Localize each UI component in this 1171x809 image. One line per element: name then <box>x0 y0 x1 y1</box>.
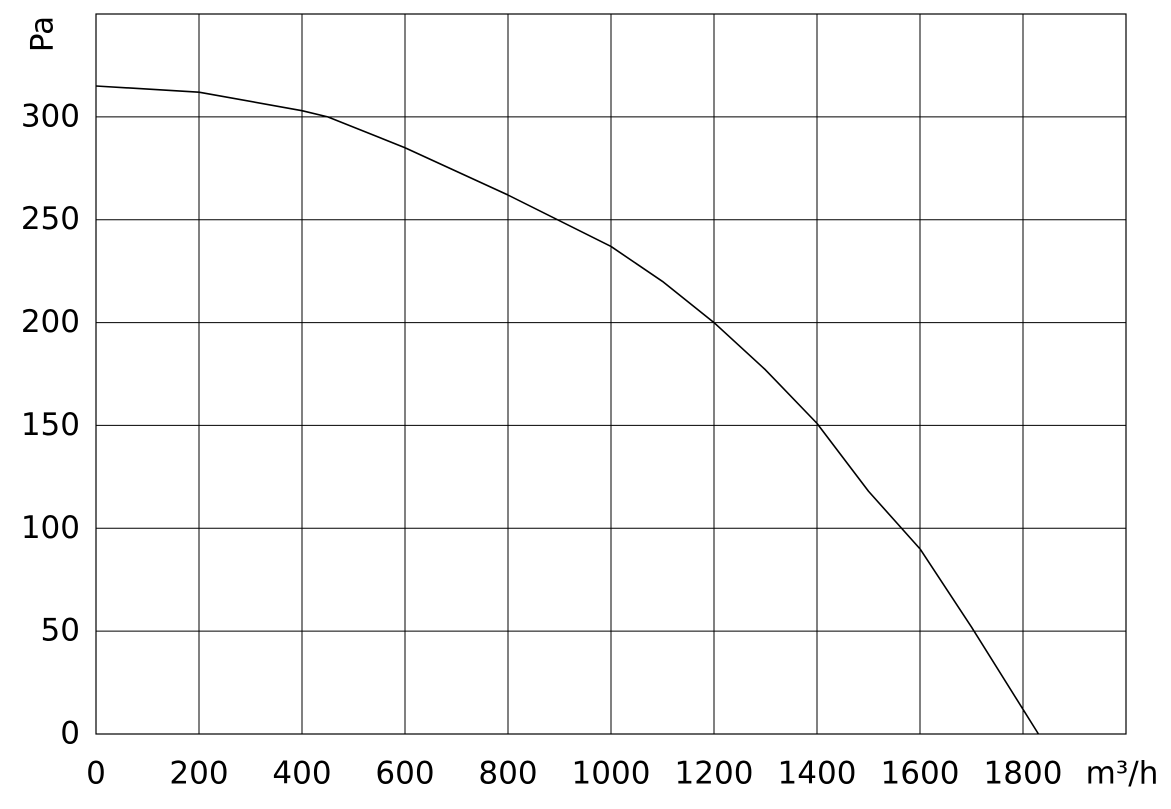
curve <box>95 85 1040 735</box>
y-tick-label: 200 <box>21 304 80 340</box>
y-tick-label: 0 <box>60 716 80 752</box>
y-tick-label: 250 <box>21 201 80 237</box>
y-tick-label: 100 <box>21 510 80 546</box>
x-tick-label: 600 <box>375 756 434 792</box>
x-tick-label: 1000 <box>572 756 651 792</box>
y-tick-label: 300 <box>21 98 80 134</box>
y-axis-label: Pa <box>25 16 61 52</box>
x-tick-label: 1200 <box>675 756 754 792</box>
x-tick-label: 400 <box>272 756 331 792</box>
x-tick-label: 1600 <box>881 756 960 792</box>
x-tick-label: 200 <box>169 756 228 792</box>
x-tick-label: 0 <box>86 756 106 792</box>
x-tick-label: 1800 <box>984 756 1063 792</box>
y-tick-label: 50 <box>41 613 80 649</box>
x-tick-label: 800 <box>478 756 537 792</box>
x-axis-label: m³/h <box>1086 756 1159 792</box>
y-tick-label: 150 <box>21 407 80 443</box>
x-tick-label: 1400 <box>778 756 857 792</box>
